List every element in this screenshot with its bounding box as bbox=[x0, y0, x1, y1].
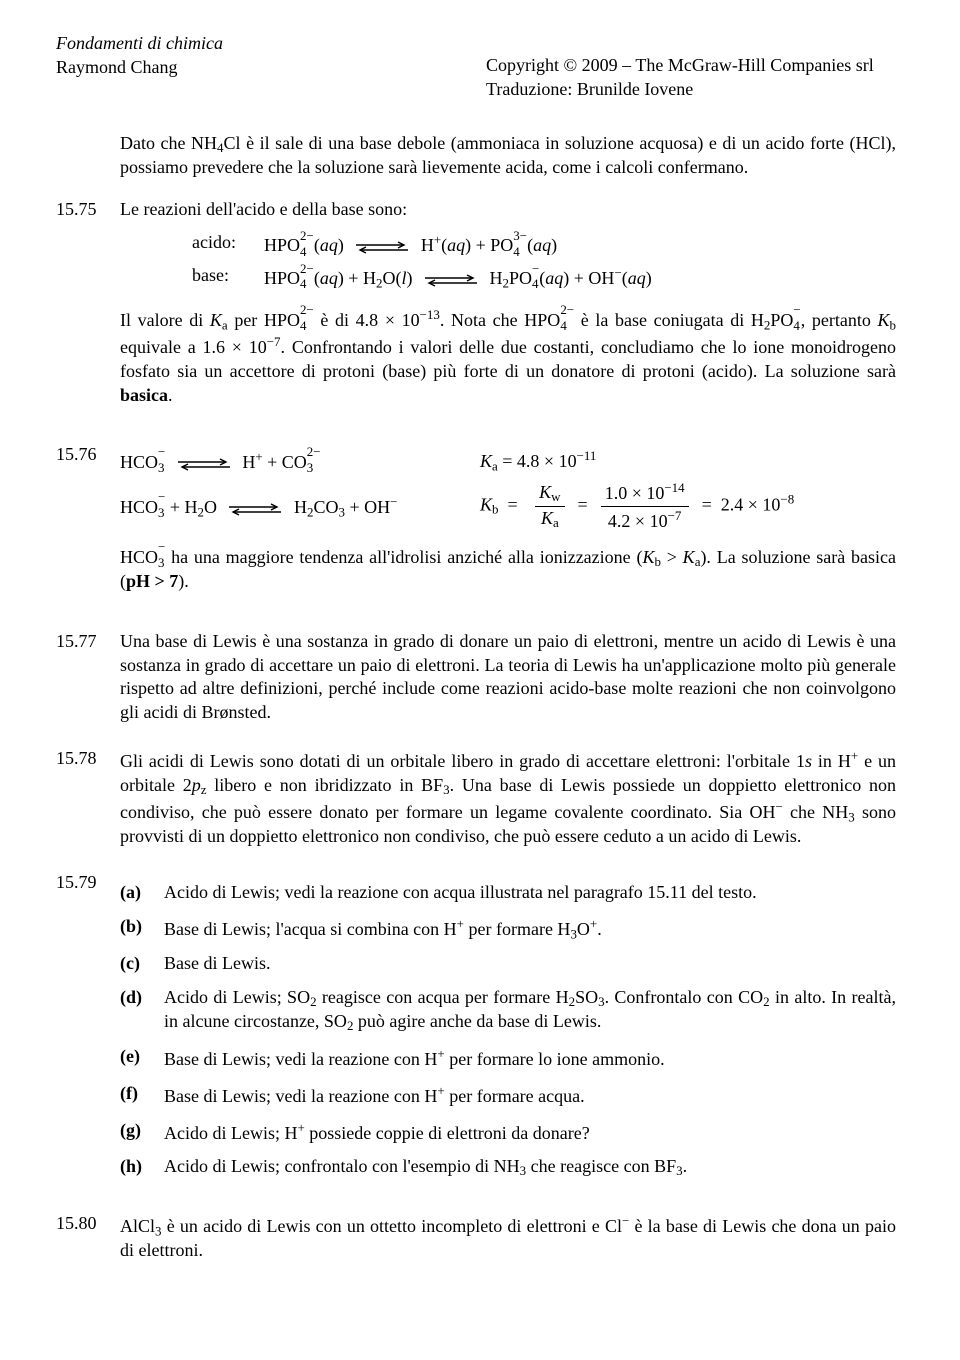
equilibrium-arrow-icon bbox=[227, 502, 283, 516]
entry-15-77: 15.77 Una base di Lewis è una sostanza i… bbox=[56, 630, 896, 725]
entry-content: Le reazioni dell'acido e della base sono… bbox=[120, 198, 896, 426]
eq-1576-a: HCO−3− H+ + CO2−32− Ka = 4.8 × 10−11 bbox=[120, 447, 896, 474]
body: Dato che NH4Cl è il sale di una base deb… bbox=[56, 132, 904, 1263]
eq-base: base: HPO2−42−(aq) + H2O(l) H2PO−4−(aq) … bbox=[192, 264, 896, 291]
entry-content: (a)Acido di Lewis; vedi la reazione con … bbox=[120, 871, 896, 1190]
eq-label-acid: acido: bbox=[192, 231, 264, 258]
equilibrium-arrow-icon bbox=[423, 273, 479, 287]
eq-label-base: base: bbox=[192, 264, 264, 291]
copyright: Copyright © 2009 – The McGraw-Hill Compa… bbox=[486, 54, 874, 78]
entry-content: AlCl3 è un acido di Lewis con un ottetto… bbox=[120, 1212, 896, 1263]
equilibrium-arrow-icon bbox=[176, 457, 232, 471]
entry-15-75: 15.75 Le reazioni dell'acido e della bas… bbox=[56, 198, 896, 426]
entry-15-79: 15.79 (a)Acido di Lewis; vedi la reazion… bbox=[56, 871, 896, 1190]
item-b: (b)Base di Lewis; l'acqua si combina con… bbox=[120, 915, 896, 942]
text-1580: AlCl3 è un acido di Lewis con un ottetto… bbox=[120, 1212, 896, 1263]
page: Fondamenti di chimica Raymond Chang Copy… bbox=[0, 0, 960, 1360]
intro-paragraph: Dato che NH4Cl è il sale di una base deb… bbox=[120, 132, 896, 180]
entry-number: 15.75 bbox=[56, 198, 120, 222]
item-c: (c)Base di Lewis. bbox=[120, 952, 896, 976]
entry-number: 15.80 bbox=[56, 1212, 120, 1236]
item-g: (g)Acido di Lewis; H+ possiede coppie di… bbox=[120, 1119, 896, 1146]
lead-text: Le reazioni dell'acido e della base sono… bbox=[120, 198, 896, 222]
entry-number: 15.79 bbox=[56, 871, 120, 895]
equilibrium-arrow-icon bbox=[354, 240, 410, 254]
entry-content: HCO−3− H+ + CO2−32− Ka = 4.8 × 10−11 HCO… bbox=[120, 443, 896, 611]
text-1578: Gli acidi di Lewis sono dotati di un orb… bbox=[120, 747, 896, 849]
eq-acid-body: HPO2−42−(aq) H+(aq) + PO3−43−(aq) bbox=[264, 231, 896, 258]
item-e: (e)Base di Lewis; vedi la reazione con H… bbox=[120, 1045, 896, 1072]
entry-15-80: 15.80 AlCl3 è un acido di Lewis con un o… bbox=[56, 1212, 896, 1263]
entry-number: 15.76 bbox=[56, 443, 120, 467]
entry-15-78: 15.78 Gli acidi di Lewis sono dotati di … bbox=[56, 747, 896, 849]
item-h: (h)Acido di Lewis; confrontalo con l'ese… bbox=[120, 1155, 896, 1179]
entry-number: 15.78 bbox=[56, 747, 120, 771]
explanation-1576: HCO−3− ha una maggiore tendenza all'idro… bbox=[120, 546, 896, 594]
item-d: (d)Acido di Lewis; SO2 reagisce con acqu… bbox=[120, 986, 896, 1035]
entry-content: Una base di Lewis è una sostanza in grad… bbox=[120, 630, 896, 725]
entry-content: Gli acidi di Lewis sono dotati di un orb… bbox=[120, 747, 896, 849]
header-right: Copyright © 2009 – The McGraw-Hill Compa… bbox=[486, 54, 874, 102]
explanation-1575: Il valore di Ka per HPO2−42− è di 4.8 × … bbox=[120, 306, 896, 408]
item-f: (f)Base di Lewis; vedi la reazione con H… bbox=[120, 1082, 896, 1109]
eq-acid: acido: HPO2−42−(aq) H+(aq) + PO3−43−(aq) bbox=[192, 231, 896, 258]
entry-15-76: 15.76 HCO−3− H+ + CO2−32− Ka = 4.8 × 10−… bbox=[56, 443, 896, 611]
eq-base-body: HPO2−42−(aq) + H2O(l) H2PO−4−(aq) + OH−(… bbox=[264, 264, 896, 291]
text-1577: Una base di Lewis è una sostanza in grad… bbox=[120, 630, 896, 725]
translation: Traduzione: Brunilde Iovene bbox=[486, 78, 874, 102]
header-title: Fondamenti di chimica bbox=[56, 32, 904, 56]
eq-1576-b: HCO−3− + H2O H2CO3 + OH− Kb = KwKa = 1.0… bbox=[120, 479, 896, 534]
item-a: (a)Acido di Lewis; vedi la reazione con … bbox=[120, 881, 896, 905]
entry-number: 15.77 bbox=[56, 630, 120, 654]
